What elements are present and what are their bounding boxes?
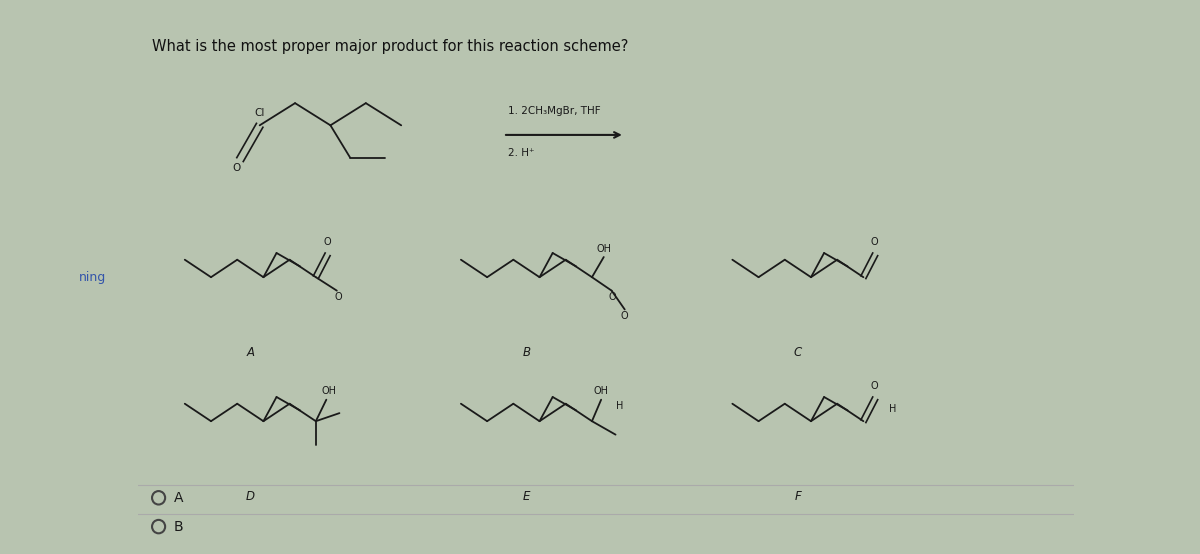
Text: OH: OH	[322, 386, 336, 396]
Text: A: A	[174, 491, 184, 505]
Text: O: O	[608, 292, 617, 302]
Text: D: D	[246, 490, 254, 502]
Text: OH: OH	[594, 386, 608, 396]
Text: E: E	[523, 490, 530, 502]
Text: 1. 2CH₃MgBr, THF: 1. 2CH₃MgBr, THF	[508, 106, 600, 116]
Text: O: O	[232, 163, 240, 173]
Text: O: O	[335, 292, 342, 302]
Text: O: O	[323, 237, 331, 247]
Text: What is the most proper major product for this reaction scheme?: What is the most proper major product fo…	[152, 39, 629, 54]
Text: H: H	[616, 401, 623, 411]
Text: ning: ning	[79, 270, 106, 284]
Text: B: B	[522, 346, 530, 359]
Text: O: O	[620, 311, 629, 321]
Text: C: C	[793, 346, 802, 359]
Text: 2. H⁺: 2. H⁺	[508, 148, 534, 158]
Text: Cl: Cl	[254, 107, 265, 117]
Text: OH: OH	[596, 244, 611, 254]
Text: O: O	[870, 381, 878, 391]
Text: H: H	[888, 404, 896, 414]
Text: F: F	[794, 490, 802, 502]
Text: O: O	[870, 237, 878, 247]
Text: B: B	[174, 520, 184, 534]
Text: A: A	[246, 346, 254, 359]
